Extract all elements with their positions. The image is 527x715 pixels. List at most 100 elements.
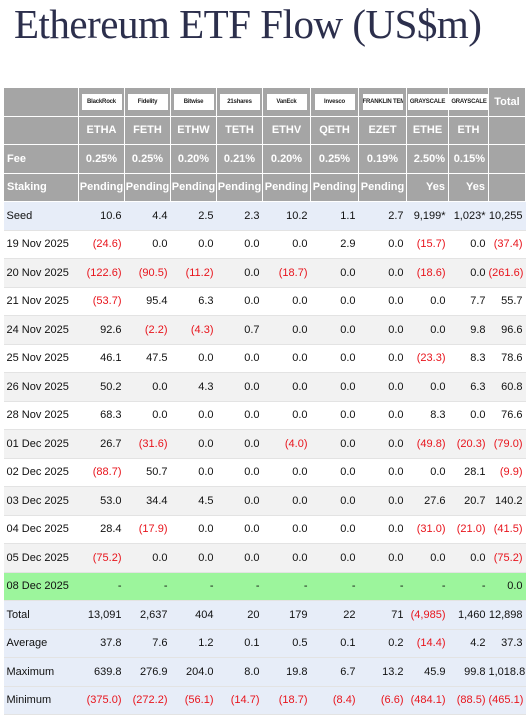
flow-cell: (8.4) [310, 686, 359, 715]
flow-cell: 10.2 [262, 201, 311, 231]
flow-cell: 0.5 [262, 629, 311, 658]
flow-cell: (261.6) [488, 258, 526, 288]
flow-cell: 0.0 [262, 344, 311, 373]
flow-cell: 0.0 [170, 543, 217, 573]
flow-cell: 0.0 [448, 543, 489, 573]
flow-cell: (88.7) [78, 458, 125, 487]
staking: Pending [78, 172, 125, 202]
flow-cell: (465.1) [488, 686, 526, 715]
flow-cell: 0.0 [262, 458, 311, 487]
flow-cell: - [448, 572, 489, 601]
flow-cell: - [262, 572, 311, 601]
flow-cell: 0.0 [124, 230, 171, 259]
flow-cell: 0.0 [406, 315, 449, 345]
fund-logo: VanEck [266, 93, 307, 110]
fee: 2.50% [406, 144, 449, 174]
flow-cell: (272.2) [124, 686, 171, 715]
ticker: EZET [358, 115, 407, 145]
flow-cell: (6.6) [358, 686, 407, 715]
flow-cell: 0.0 [488, 572, 526, 601]
flow-cell: 0.0 [262, 515, 311, 544]
logo-cell: GRAYSCALE [406, 87, 449, 117]
flow-cell: 179 [262, 600, 311, 630]
flow-cell: 96.6 [488, 315, 526, 345]
flow-cell: (75.2) [78, 543, 125, 573]
flow-cell: 8.0 [216, 657, 263, 687]
data-row: Total 13,091 2,637 404 20 179 22 71 (4,985) 1,460… [3, 600, 526, 630]
flow-cell: 78.6 [488, 344, 526, 373]
flow-cell: (41.5) [488, 515, 526, 544]
flow-cell: 1.1 [310, 201, 359, 231]
flow-cell: 1.2 [170, 629, 217, 658]
row-label: Maximum [3, 657, 79, 687]
staking: Pending [358, 172, 407, 202]
flow-cell: 4.3 [170, 372, 217, 402]
fee: 0.20% [170, 144, 217, 174]
flow-cell: 0.0 [448, 258, 489, 288]
flow-cell: 0.0 [358, 258, 407, 288]
row-label: 01 Dec 2025 [3, 429, 79, 459]
flow-cell: 55.7 [488, 287, 526, 316]
flow-cell: 0.0 [216, 258, 263, 288]
flow-cell: (2.2) [124, 315, 171, 345]
flow-cell: 4.4 [124, 201, 171, 231]
header-row: BlackRock Fidelity Bitwise 21shares VanEck In… [3, 87, 526, 117]
ticker: ETHW [170, 115, 217, 145]
flow-cell: 0.0 [448, 230, 489, 259]
row-label: Average [3, 629, 79, 658]
row-label: 25 Nov 2025 [3, 344, 79, 373]
flow-cell: 0.0 [216, 515, 263, 544]
flow-cell: 0.0 [170, 230, 217, 259]
data-row: 05 Dec 2025 (75.2) 0.0 0.0 0.0 0.0 0.0 0.0 0.0 0.… [3, 543, 526, 573]
flow-cell: 37.3 [488, 629, 526, 658]
row-label: Minimum [3, 686, 79, 715]
flow-cell: 0.0 [358, 230, 407, 259]
flow-cell: 0.0 [216, 486, 263, 516]
flow-cell: 60.8 [488, 372, 526, 402]
flow-cell: 0.0 [358, 287, 407, 316]
ticker: FETH [124, 115, 171, 145]
staking-label: Staking [3, 172, 79, 202]
header-cell [3, 87, 79, 117]
logo-cell: Fidelity [124, 87, 171, 117]
flow-cell: - [358, 572, 407, 601]
flow-cell: 0.0 [216, 344, 263, 373]
fee: 0.15% [448, 144, 489, 174]
flow-cell: 34.4 [124, 486, 171, 516]
flow-cell: 0.0 [358, 486, 407, 516]
flow-cell: 0.0 [358, 401, 407, 430]
data-row: 08 Dec 2025- - - - - - - - -0.0 [3, 572, 526, 601]
header-cell [488, 144, 526, 174]
flow-cell: 13,091 [78, 600, 125, 630]
flow-cell: 0.1 [216, 629, 263, 658]
flow-cell: (14.7) [216, 686, 263, 715]
fund-logo: Invesco [314, 93, 355, 110]
ticker: TETH [216, 115, 263, 145]
flow-cell: 0.0 [124, 372, 171, 402]
header-row: ETHA FETH ETHW TETH ETHV QETH EZET ETHE ETH [3, 115, 526, 145]
flow-cell: - [216, 572, 263, 601]
row-label: 28 Nov 2025 [3, 401, 79, 430]
row-label: 03 Dec 2025 [3, 486, 79, 516]
fund-logo: 21shares [219, 93, 260, 110]
data-row: 03 Dec 2025 53.0 34.4 4.5 0.0 0.0 0.0 0.0 27.6 20… [3, 486, 526, 516]
flow-cell: - [124, 572, 171, 601]
staking: Pending [124, 172, 171, 202]
fee-label: Fee [3, 144, 79, 174]
logo-cell: 21shares [216, 87, 263, 117]
flow-cell: 99.8 [448, 657, 489, 687]
flow-cell: 6.3 [448, 372, 489, 402]
data-row: 26 Nov 2025 50.2 0.0 4.3 0.0 0.0 0.0 0.0 0.0 6.3 6… [3, 372, 526, 402]
flow-cell: 9.8 [448, 315, 489, 345]
flow-cell: 68.3 [78, 401, 125, 430]
fund-logo: GRAYSCALE [407, 93, 448, 110]
flow-cell: 0.0 [448, 401, 489, 430]
row-label: 26 Nov 2025 [3, 372, 79, 402]
flow-cell: (9.9) [488, 458, 526, 487]
flow-cell: (75.2) [488, 543, 526, 573]
flow-cell: 50.7 [124, 458, 171, 487]
fund-logo: Fidelity [127, 93, 168, 110]
flow-cell: 1,018.8 [488, 657, 526, 687]
flow-cell: - [406, 572, 449, 601]
logo-cell: FRANKLIN TEMPLETON [358, 87, 407, 117]
